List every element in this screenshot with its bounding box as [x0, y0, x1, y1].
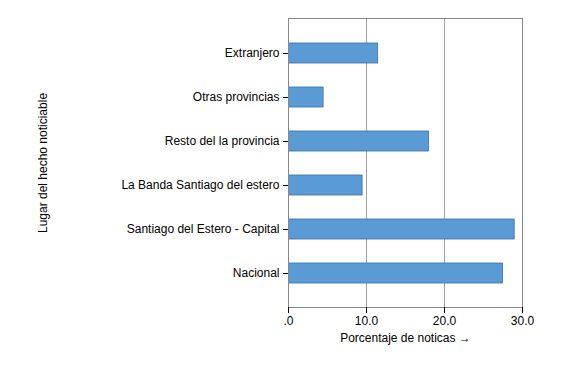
svg-text:Porcentaje de noticas →: Porcentaje de noticas →: [340, 331, 471, 345]
svg-text:Lugar del hecho noticiable: Lugar del hecho noticiable: [36, 93, 50, 233]
svg-text:Santiago del Estero - Capital: Santiago del Estero - Capital: [127, 222, 280, 236]
svg-text:Nacional: Nacional: [233, 266, 280, 280]
svg-text:Extranjero: Extranjero: [225, 46, 280, 60]
svg-text:Otras provincias: Otras provincias: [193, 90, 280, 104]
svg-text:La Banda Santiago del estero: La Banda Santiago del estero: [121, 178, 279, 192]
svg-text:30.0: 30.0: [511, 314, 535, 328]
svg-text:.0: .0: [283, 314, 293, 328]
svg-text:10.0: 10.0: [355, 314, 379, 328]
svg-text:20.0: 20.0: [433, 314, 457, 328]
svg-text:Resto del la provincia: Resto del la provincia: [165, 134, 280, 148]
